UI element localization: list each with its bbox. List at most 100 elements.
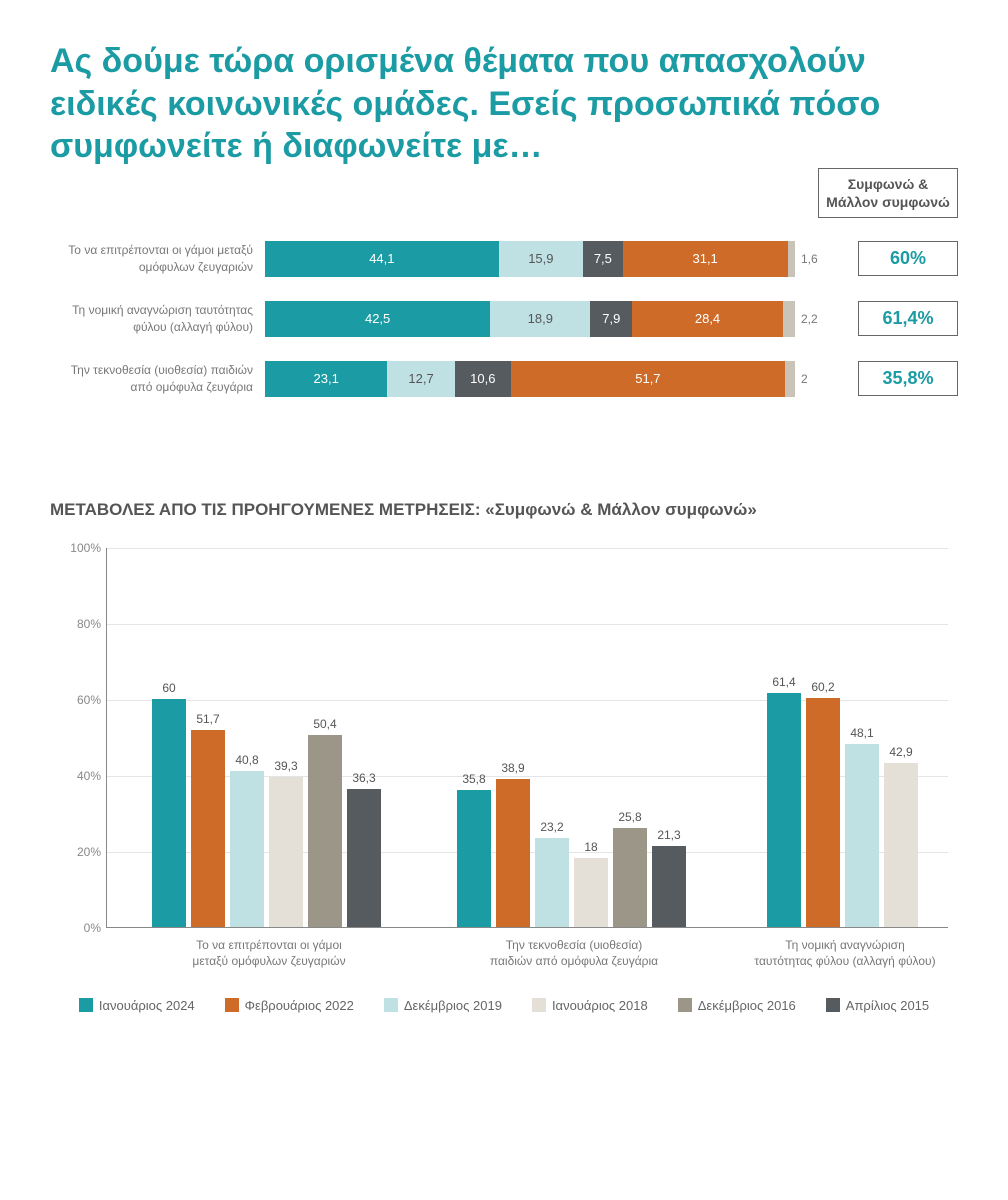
bar: 60 [152, 699, 186, 927]
legend-label: Απρίλιος 2015 [846, 998, 929, 1013]
stacked-segment: 12,7 [387, 361, 454, 397]
stacked-row-label: Το να επιτρέπονται οι γάμοι μεταξύ ομόφυ… [50, 242, 265, 274]
bar-group: 35,838,923,21825,821,3Την τεκνοθεσία (υι… [457, 779, 691, 927]
stacked-segment [783, 301, 795, 337]
stacked-row: Την τεκνοθεσία (υιοθεσία) παιδιών από ομ… [50, 358, 958, 400]
gridline [107, 548, 948, 549]
legend: Ιανουάριος 2024 Φεβρουάριος 2022 Δεκέμβριο… [50, 998, 958, 1013]
bar-value-label: 60 [162, 681, 175, 695]
legend-label: Δεκέμβριος 2019 [404, 998, 502, 1013]
stacked-segment: 7,9 [590, 301, 632, 337]
stacked-row: Τη νομική αναγνώριση ταυτότητας φύλου (α… [50, 298, 958, 340]
bar: 25,8 [613, 828, 647, 926]
stacked-row: Το να επιτρέπονται οι γάμοι μεταξύ ομόφυ… [50, 238, 958, 280]
bar-value-label: 50,4 [313, 717, 336, 731]
stacked-bar: 42,518,97,928,4 [265, 301, 795, 337]
stacked-bar: 23,112,710,651,7 [265, 361, 795, 397]
bar: 21,3 [652, 846, 686, 927]
bar: 18 [574, 858, 608, 926]
y-axis-tick: 20% [57, 845, 101, 859]
group-label: Την τεκνοθεσία (υιοθεσία)παιδιών από ομό… [444, 927, 704, 969]
stacked-segment [785, 361, 795, 397]
bar-value-label: 60,2 [811, 680, 834, 694]
bar-value-label: 23,2 [540, 820, 563, 834]
stacked-tail-value: 1,6 [795, 252, 823, 266]
y-axis-tick: 40% [57, 769, 101, 783]
stacked-chart: Συμφωνώ & Μάλλον συμφωνώ Το να επιτρέπον… [50, 238, 958, 400]
gridline [107, 624, 948, 625]
y-axis-tick: 60% [57, 693, 101, 707]
legend-label: Ιανουάριος 2018 [552, 998, 648, 1013]
bar-group: 6051,740,839,350,436,3Το να επιτρέπονται… [152, 699, 386, 927]
legend-label: Ιανουάριος 2024 [99, 998, 195, 1013]
stacked-segment: 31,1 [623, 241, 788, 277]
bar: 38,9 [496, 779, 530, 927]
bar: 60,2 [806, 698, 840, 927]
bar-group: 61,460,248,142,9Τη νομική αναγνώρισηταυτ… [767, 693, 923, 926]
legend-item: Ιανουάριος 2018 [532, 998, 648, 1013]
y-axis-tick: 80% [57, 617, 101, 631]
legend-swatch [826, 998, 840, 1012]
bar: 40,8 [230, 771, 264, 926]
legend-swatch [384, 998, 398, 1012]
legend-swatch [79, 998, 93, 1012]
bar-value-label: 40,8 [235, 753, 258, 767]
bar-value-label: 61,4 [772, 675, 795, 689]
summary-header-box: Συμφωνώ & Μάλλον συμφωνώ [818, 168, 958, 218]
summary-cell: 60% [858, 241, 958, 276]
stacked-tail-value: 2 [795, 372, 823, 386]
summary-cell: 35,8% [858, 361, 958, 396]
bar: 61,4 [767, 693, 801, 926]
stacked-row-label: Τη νομική αναγνώριση ταυτότητας φύλου (α… [50, 302, 265, 334]
bar: 23,2 [535, 838, 569, 926]
group-label: Το να επιτρέπονται οι γάμοιμεταξύ ομόφυλ… [139, 927, 399, 969]
legend-item: Δεκέμβριος 2016 [678, 998, 796, 1013]
stacked-row-label: Την τεκνοθεσία (υιοθεσία) παιδιών από ομ… [50, 362, 265, 394]
bar-value-label: 39,3 [274, 759, 297, 773]
legend-label: Δεκέμβριος 2016 [698, 998, 796, 1013]
bar: 42,9 [884, 763, 918, 926]
bar: 39,3 [269, 777, 303, 926]
bar-value-label: 48,1 [850, 726, 873, 740]
bar-value-label: 42,9 [889, 745, 912, 759]
bar: 50,4 [308, 735, 342, 927]
grouped-subtitle: ΜΕΤΑΒΟΛΕΣ ΑΠΟ ΤΙΣ ΠΡΟΗΓΟΥΜΕΝΕΣ ΜΕΤΡΗΣΕΙΣ… [50, 500, 958, 520]
legend-label: Φεβρουάριος 2022 [245, 998, 354, 1013]
bar-value-label: 21,3 [657, 828, 680, 842]
stacked-segment: 18,9 [490, 301, 590, 337]
legend-swatch [678, 998, 692, 1012]
bar-value-label: 51,7 [196, 712, 219, 726]
bar-value-label: 38,9 [501, 761, 524, 775]
bar-value-label: 35,8 [462, 772, 485, 786]
legend-item: Ιανουάριος 2024 [79, 998, 195, 1013]
legend-item: Δεκέμβριος 2019 [384, 998, 502, 1013]
stacked-segment: 51,7 [511, 361, 785, 397]
bar: 35,8 [457, 790, 491, 926]
legend-item: Απρίλιος 2015 [826, 998, 929, 1013]
legend-swatch [225, 998, 239, 1012]
summary-cell: 61,4% [858, 301, 958, 336]
stacked-segment: 44,1 [265, 241, 499, 277]
stacked-segment: 10,6 [455, 361, 511, 397]
stacked-tail-value: 2,2 [795, 312, 823, 326]
page-title: Ας δούμε τώρα ορισμένα θέματα που απασχο… [50, 40, 958, 168]
legend-swatch [532, 998, 546, 1012]
stacked-segment: 42,5 [265, 301, 490, 337]
y-axis-tick: 0% [57, 921, 101, 935]
stacked-segment: 23,1 [265, 361, 387, 397]
bar-value-label: 18 [584, 840, 597, 854]
bar: 48,1 [845, 744, 879, 927]
bar-value-label: 25,8 [618, 810, 641, 824]
stacked-bar: 44,115,97,531,1 [265, 241, 795, 277]
bar-value-label: 36,3 [352, 771, 375, 785]
group-label: Τη νομική αναγνώρισηταυτότητας φύλου (αλ… [715, 927, 975, 969]
stacked-segment: 28,4 [632, 301, 783, 337]
stacked-segment: 7,5 [583, 241, 623, 277]
grouped-chart: 0%20%40%60%80%100%6051,740,839,350,436,3… [106, 548, 948, 928]
stacked-segment [788, 241, 795, 277]
legend-item: Φεβρουάριος 2022 [225, 998, 354, 1013]
y-axis-tick: 100% [57, 541, 101, 555]
bar: 51,7 [191, 730, 225, 926]
stacked-segment: 15,9 [499, 241, 583, 277]
bar: 36,3 [347, 789, 381, 927]
